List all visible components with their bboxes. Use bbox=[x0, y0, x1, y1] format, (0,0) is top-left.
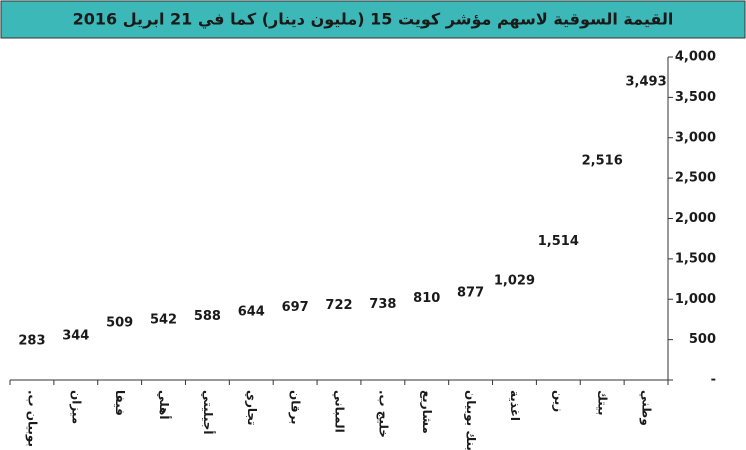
data-label: 722 bbox=[325, 298, 352, 313]
x-tick-label: أهلي bbox=[157, 390, 172, 419]
y-tick-label: 2,500 bbox=[675, 171, 716, 186]
x-tick-label: تجاري bbox=[245, 390, 259, 426]
x-tick-label: مشاريع bbox=[420, 390, 434, 434]
data-label: 3,493 bbox=[626, 74, 667, 89]
title-bar bbox=[0, 0, 746, 39]
data-label: 588 bbox=[194, 309, 221, 324]
data-label: 644 bbox=[238, 304, 265, 319]
data-label: 509 bbox=[106, 315, 133, 330]
y-tick-label: 3,000 bbox=[675, 130, 716, 145]
x-tick-label: وطني bbox=[639, 390, 654, 426]
x-tick-label: أجيليتي bbox=[201, 390, 216, 435]
data-label: 283 bbox=[18, 334, 45, 349]
data-label: 738 bbox=[369, 297, 396, 312]
y-tick-label: 500 bbox=[689, 332, 716, 347]
x-tick-label: بوبيان ب. bbox=[24, 390, 39, 447]
data-label: 810 bbox=[413, 291, 440, 306]
x-tick-label: اغذية bbox=[508, 390, 522, 421]
x-tick-label: بنك بوبيان bbox=[463, 390, 478, 450]
y-tick-label: 4,000 bbox=[675, 50, 716, 65]
x-tick-label: بيتك bbox=[596, 390, 610, 415]
x-tick-label: برقان bbox=[289, 390, 303, 425]
y-tick-label: 1,000 bbox=[675, 292, 716, 307]
y-tick-label: - bbox=[711, 373, 716, 388]
data-label: 1,514 bbox=[538, 234, 579, 249]
x-tick-label: زين bbox=[552, 390, 566, 412]
y-tick-label: 2,000 bbox=[675, 211, 716, 226]
chart-title: القيمة السوقية لاسهم مؤشر كويت 15 (مليون… bbox=[73, 10, 674, 30]
data-label: 877 bbox=[457, 286, 484, 301]
x-tick-label: المباني bbox=[333, 390, 347, 433]
data-label: 344 bbox=[62, 329, 89, 344]
y-tick-label: 3,500 bbox=[675, 90, 716, 105]
data-label: 2,516 bbox=[582, 153, 623, 168]
data-label: 1,029 bbox=[494, 273, 535, 288]
y-tick-label: 1,500 bbox=[675, 251, 716, 266]
x-tick-label: فيفا bbox=[113, 390, 127, 416]
data-label: 697 bbox=[282, 300, 309, 315]
data-label: 542 bbox=[150, 313, 177, 328]
x-tick-label: خليج ب. bbox=[376, 390, 390, 438]
x-tick-label: ميزان bbox=[69, 390, 83, 424]
